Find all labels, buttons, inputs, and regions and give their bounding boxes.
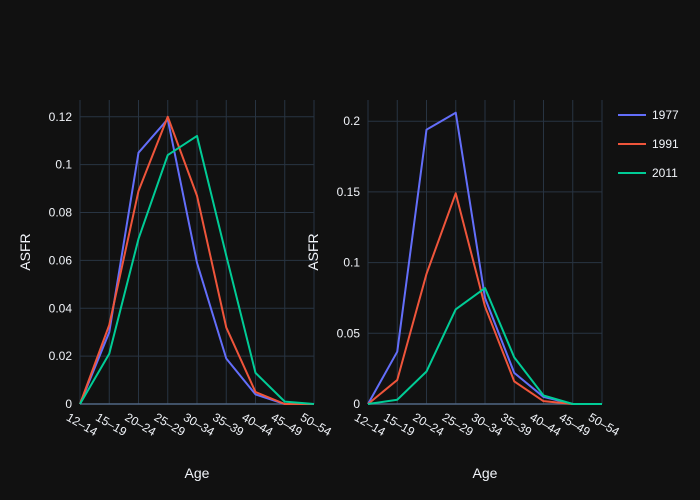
- x-tick-label: 45–49: [269, 410, 305, 439]
- y-tick-label: 0.08: [49, 206, 73, 220]
- y-tick-label: 0.2: [343, 114, 360, 128]
- y-tick-label: 0.1: [343, 256, 360, 270]
- x-tick-label: 12–14: [352, 410, 388, 439]
- subplot-2: 0 0.05 0.1 0.15 0.2 12–1415–1920–2425–2930–34…: [305, 100, 622, 481]
- x-tick-label: 50–54: [586, 410, 622, 439]
- y-tick-label: 0.1: [55, 158, 72, 172]
- legend-label-2011[interactable]: 2011: [652, 166, 678, 180]
- x-tick-label: 20–24: [123, 410, 159, 439]
- x-tick-label: 35–39: [498, 410, 534, 439]
- x-tick-label: 15–19: [381, 410, 417, 439]
- x-tick-label: 30–34: [469, 410, 505, 439]
- y-axis-title: ASFR: [305, 233, 321, 270]
- legend-label-1977[interactable]: 1977: [652, 108, 679, 122]
- y-tick-label: 0.06: [49, 253, 73, 267]
- legend: 1977 1991 2011: [618, 108, 679, 180]
- series-line-1991[interactable]: [367, 192, 602, 405]
- x-axis-title: Age: [473, 465, 498, 481]
- subplot-1: 0 0.02 0.04 0.06 0.08 0.1 0.12 12–1415–1920–242…: [17, 100, 334, 481]
- y-tick-label: 0.05: [337, 326, 361, 340]
- series-line-1991[interactable]: [79, 115, 314, 405]
- y-tick-label: 0.02: [49, 349, 73, 363]
- y-tick-label: 0.15: [337, 185, 361, 199]
- x-tick-label: 25–29: [440, 410, 476, 439]
- x-tick-label: 25–29: [152, 410, 188, 439]
- x-tick-label: 40–44: [528, 410, 564, 439]
- y-axis-title: ASFR: [17, 233, 33, 270]
- x-tick-label: 12–14: [64, 410, 100, 439]
- x-tick-label: 30–34: [181, 410, 217, 439]
- y-tick-label: 0: [65, 397, 72, 411]
- x-tick-label: 20–24: [411, 410, 447, 439]
- legend-label-1991[interactable]: 1991: [652, 137, 679, 151]
- x-tick-label: 40–44: [240, 410, 276, 439]
- y-tick-label: 0.12: [49, 110, 73, 124]
- x-tick-label: 15–19: [93, 410, 129, 439]
- x-tick-label: 50–54: [298, 410, 334, 439]
- x-tick-label: 35–39: [210, 410, 246, 439]
- y-tick-label: 0.04: [49, 301, 73, 315]
- series-line-2011[interactable]: [79, 134, 315, 405]
- series-line-2011[interactable]: [367, 287, 602, 405]
- x-axis-title: Age: [185, 465, 210, 481]
- x-tick-label: 45–49: [557, 410, 593, 439]
- y-tick-label: 0: [353, 397, 360, 411]
